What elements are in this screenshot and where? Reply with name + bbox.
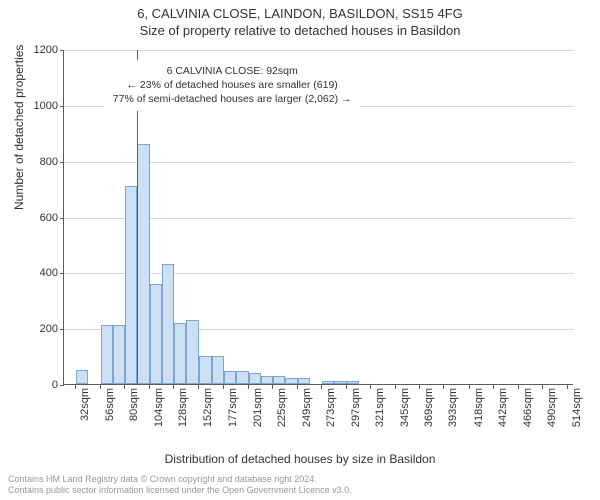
xtick-label: 490sqm [546, 388, 558, 427]
xtick-label: 442sqm [497, 388, 509, 427]
histogram-bar [150, 284, 162, 385]
chart-title-line2: Size of property relative to detached ho… [0, 21, 600, 38]
xtick-mark [518, 385, 519, 389]
xtick-label: 321sqm [374, 388, 386, 427]
histogram-bar [347, 381, 359, 384]
xtick-mark [419, 385, 420, 389]
xtick-mark [75, 385, 76, 389]
xtick-label: 514sqm [571, 388, 583, 427]
ytick-mark [60, 273, 64, 274]
histogram-bar [273, 376, 285, 384]
xtick-label: 32sqm [79, 388, 91, 421]
ytick-label: 600 [18, 212, 58, 224]
xtick-mark [198, 385, 199, 389]
ytick-mark [60, 329, 64, 330]
histogram-bar [285, 378, 297, 384]
y-axis-label: Number of detached properties [12, 45, 26, 210]
xtick-mark [567, 385, 568, 389]
histogram-bar [101, 325, 113, 384]
ytick-mark [60, 50, 64, 51]
ytick-label: 800 [18, 156, 58, 168]
xtick-mark [395, 385, 396, 389]
chart-container: 6, CALVINIA CLOSE, LAINDON, BASILDON, SS… [0, 0, 600, 500]
xtick-label: 273sqm [325, 388, 337, 427]
chart-title-line1: 6, CALVINIA CLOSE, LAINDON, BASILDON, SS… [0, 0, 600, 21]
xtick-label: 418sqm [473, 388, 485, 427]
xtick-mark [248, 385, 249, 389]
xtick-label: 80sqm [128, 388, 140, 421]
xtick-label: 393sqm [447, 388, 459, 427]
xtick-mark [272, 385, 273, 389]
histogram-bar [298, 378, 310, 384]
plot-region: 6 CALVINIA CLOSE: 92sqm← 23% of detached… [63, 50, 573, 385]
xtick-mark [100, 385, 101, 389]
histogram-bar [113, 325, 125, 384]
annotation-line3: 77% of semi-detached houses are larger (… [113, 92, 352, 106]
xtick-mark [346, 385, 347, 389]
histogram-bar [249, 373, 261, 384]
ytick-mark [60, 218, 64, 219]
xtick-mark [297, 385, 298, 389]
xtick-label: 104sqm [153, 388, 165, 427]
histogram-bar [76, 370, 88, 384]
histogram-bar [137, 144, 149, 384]
histogram-bar [186, 320, 198, 384]
footer-attribution: Contains HM Land Registry data © Crown c… [8, 474, 352, 496]
xtick-label: 128sqm [177, 388, 189, 427]
annotation-line2: ← 23% of detached houses are smaller (61… [113, 78, 352, 92]
footer-line2: Contains public sector information licen… [8, 485, 352, 496]
xtick-label: 56sqm [104, 388, 116, 421]
annotation-box: 6 CALVINIA CLOSE: 92sqm← 23% of detached… [105, 60, 360, 111]
ytick-mark [60, 106, 64, 107]
ytick-label: 400 [18, 267, 58, 279]
xtick-mark [321, 385, 322, 389]
x-axis-label: Distribution of detached houses by size … [0, 452, 600, 466]
xtick-mark [493, 385, 494, 389]
histogram-bar [162, 264, 174, 384]
chart-area: 6 CALVINIA CLOSE: 92sqm← 23% of detached… [63, 50, 573, 415]
histogram-bar [212, 356, 224, 384]
xtick-label: 297sqm [350, 388, 362, 427]
xtick-mark [223, 385, 224, 389]
xtick-label: 249sqm [301, 388, 313, 427]
annotation-line1: 6 CALVINIA CLOSE: 92sqm [113, 64, 352, 78]
histogram-bar [174, 323, 186, 384]
xtick-label: 152sqm [202, 388, 214, 427]
ytick-label: 1200 [18, 44, 58, 56]
ytick-label: 0 [18, 379, 58, 391]
ytick-label: 200 [18, 323, 58, 335]
histogram-bar [236, 371, 248, 384]
histogram-bar [224, 371, 236, 384]
ytick-mark [60, 162, 64, 163]
xtick-mark [370, 385, 371, 389]
histogram-bar [125, 186, 137, 384]
gridline-h [64, 50, 574, 51]
histogram-bar [261, 376, 273, 384]
histogram-bar [322, 381, 334, 384]
xtick-label: 201sqm [252, 388, 264, 427]
histogram-bar [334, 381, 346, 384]
xtick-mark [443, 385, 444, 389]
xtick-label: 345sqm [399, 388, 411, 427]
xtick-label: 225sqm [276, 388, 288, 427]
xtick-mark [124, 385, 125, 389]
xtick-label: 369sqm [423, 388, 435, 427]
ytick-mark [60, 385, 64, 386]
xtick-mark [149, 385, 150, 389]
xtick-label: 466sqm [522, 388, 534, 427]
xtick-mark [173, 385, 174, 389]
xtick-mark [542, 385, 543, 389]
histogram-bar [199, 356, 212, 384]
ytick-label: 1000 [18, 100, 58, 112]
xtick-label: 177sqm [227, 388, 239, 427]
xtick-mark [469, 385, 470, 389]
footer-line1: Contains HM Land Registry data © Crown c… [8, 474, 352, 485]
